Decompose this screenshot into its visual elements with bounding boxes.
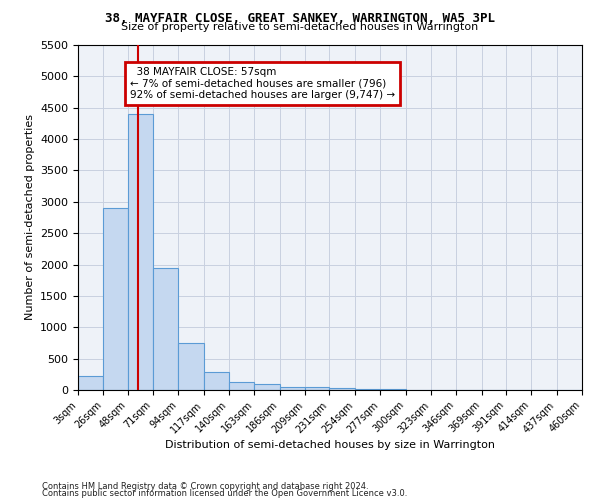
Bar <box>204 372 229 390</box>
Bar <box>280 386 305 390</box>
Bar <box>103 208 128 390</box>
Bar <box>355 389 380 390</box>
Text: 38 MAYFAIR CLOSE: 57sqm  
← 7% of semi-detached houses are smaller (796)
92% of : 38 MAYFAIR CLOSE: 57sqm ← 7% of semi-det… <box>130 67 395 100</box>
Bar <box>305 387 329 390</box>
Text: Contains public sector information licensed under the Open Government Licence v3: Contains public sector information licen… <box>42 490 407 498</box>
Bar <box>254 384 280 390</box>
Text: Contains HM Land Registry data © Crown copyright and database right 2024.: Contains HM Land Registry data © Crown c… <box>42 482 368 491</box>
Bar <box>229 382 254 390</box>
Bar <box>153 268 178 390</box>
Bar <box>128 114 153 390</box>
Text: Size of property relative to semi-detached houses in Warrington: Size of property relative to semi-detach… <box>121 22 479 32</box>
Y-axis label: Number of semi-detached properties: Number of semi-detached properties <box>25 114 35 320</box>
Bar <box>178 343 204 390</box>
Text: 38, MAYFAIR CLOSE, GREAT SANKEY, WARRINGTON, WA5 3PL: 38, MAYFAIR CLOSE, GREAT SANKEY, WARRING… <box>105 12 495 26</box>
Bar <box>329 388 355 390</box>
Bar <box>78 376 103 390</box>
X-axis label: Distribution of semi-detached houses by size in Warrington: Distribution of semi-detached houses by … <box>165 440 495 450</box>
